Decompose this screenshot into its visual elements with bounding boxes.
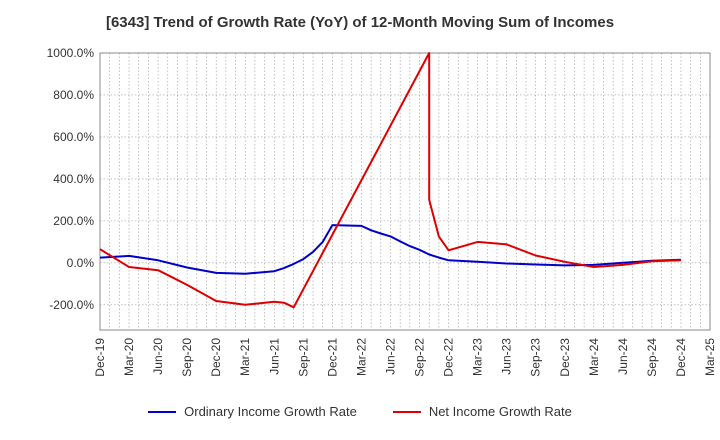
x-tick-label: Sep-23	[529, 338, 543, 377]
plot-frame	[99, 52, 711, 331]
legend-label: Net Income Growth Rate	[428, 404, 572, 419]
y-tick-label: 200.0%	[53, 214, 94, 228]
series-lines	[99, 52, 682, 309]
x-tick-label: Dec-19	[93, 338, 107, 377]
x-tick-label: Mar-22	[354, 338, 368, 376]
series-line-net-income	[99, 52, 682, 309]
x-tick-label: Mar-20	[122, 338, 136, 376]
legend-swatch	[148, 410, 177, 413]
legend-label: Ordinary Income Growth Rate	[184, 404, 357, 419]
x-tick-label: Jun-20	[151, 338, 165, 375]
x-tick-label: Jun-21	[267, 338, 281, 375]
legend: Ordinary Income Growth Rate Net Income G…	[0, 404, 720, 419]
y-tick-label: -200.0%	[49, 298, 94, 312]
legend-swatch	[392, 410, 421, 413]
y-tick-label: 0.0%	[67, 256, 95, 270]
x-tick-label: Jun-23	[500, 338, 514, 375]
x-tick-label: Dec-21	[325, 338, 339, 377]
y-tick-label: 800.0%	[53, 88, 94, 102]
y-tick-label: 1000.0%	[47, 46, 95, 60]
legend-item-net: Net Income Growth Rate	[392, 404, 572, 419]
grid-lines	[100, 52, 710, 330]
x-tick-label: Jun-22	[383, 338, 397, 375]
x-tick-label: Dec-23	[558, 338, 572, 377]
x-tick-label: Jun-24	[616, 338, 630, 375]
x-tick-label: Sep-24	[645, 338, 659, 377]
y-tick-label: 400.0%	[53, 172, 94, 186]
x-tick-label: Sep-21	[296, 338, 310, 377]
x-tick-label: Dec-20	[209, 338, 223, 377]
x-tick-label: Mar-21	[238, 338, 252, 376]
x-tick-label: Mar-23	[471, 338, 485, 376]
chart-title: [6343] Trend of Growth Rate (YoY) of 12-…	[105, 14, 615, 31]
x-axis: Dec-19 Mar-20 Jun-20 Sep-20 Dec-20 Mar-21 Jun-…	[93, 338, 717, 377]
series-line-ordinary-income	[99, 224, 682, 275]
x-tick-label: Sep-22	[413, 338, 427, 377]
y-tick-label: 600.0%	[53, 130, 94, 144]
legend-item-ordinary: Ordinary Income Growth Rate	[148, 404, 357, 419]
x-tick-label: Mar-24	[587, 338, 601, 376]
x-tick-label: Dec-22	[442, 338, 456, 377]
y-axis: -200.0% 0.0% 200.0% 400.0% 600.0% 800.0% 1000.…	[47, 46, 95, 312]
x-tick-label: Dec-24	[674, 338, 688, 377]
x-tick-label: Sep-20	[180, 338, 194, 377]
x-tick-label: Mar-25	[703, 338, 717, 376]
